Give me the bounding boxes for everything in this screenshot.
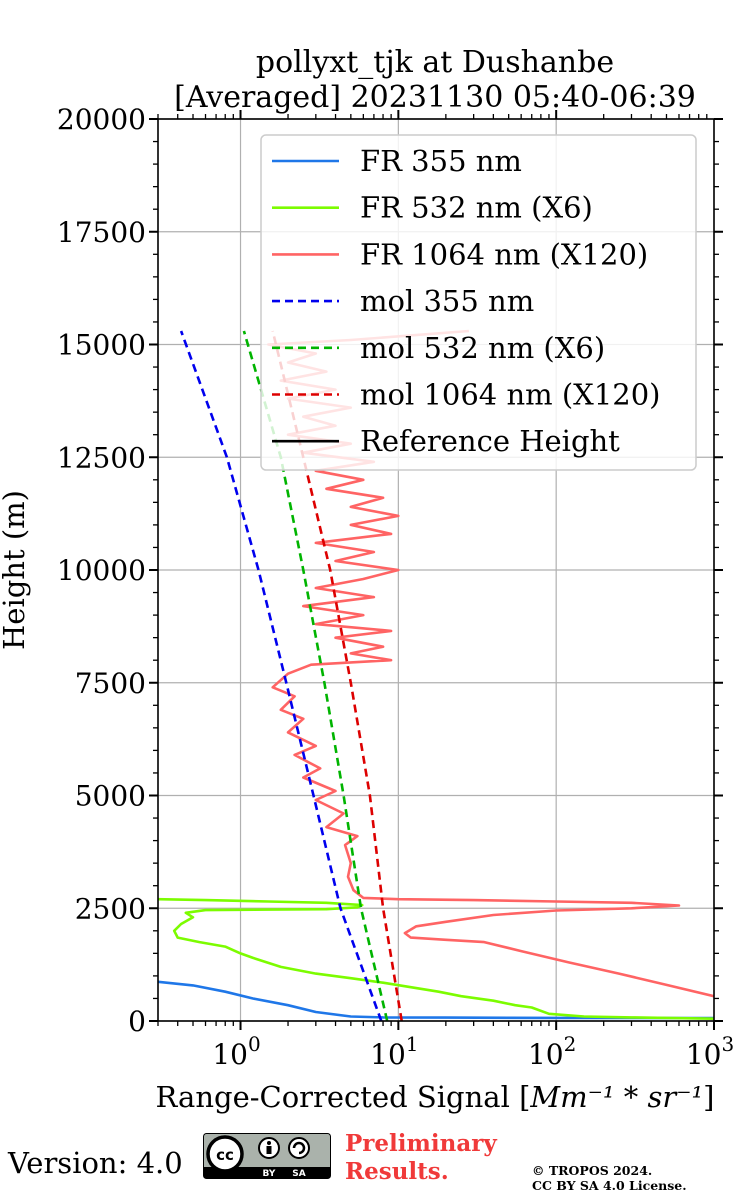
copyright-line-1: © TROPOS 2024. <box>532 1163 653 1178</box>
legend-entry-label: mol 355 nm <box>360 284 534 318</box>
copyright-notice: © TROPOS 2024. CC BY SA 4.0 License. <box>532 1163 687 1193</box>
cc-icon <box>206 1135 244 1173</box>
version-label: Version: 4.0 <box>8 1146 183 1180</box>
y-tick-label: 20000 <box>57 103 146 136</box>
y-tick-label: 15000 <box>57 329 146 362</box>
sa-icon <box>288 1137 310 1159</box>
axes: 0 2500 5000 7500 10000 12500 15000 17500 20000 10… <box>57 103 734 1071</box>
y-tick-label: 10000 <box>57 554 146 587</box>
preliminary-line-1: Preliminary <box>345 1130 497 1157</box>
x-axis-label-unit: Mm⁻¹ * sr⁻¹ <box>529 1080 703 1114</box>
x-tick-label: 103 <box>686 1032 734 1071</box>
chart-title-line-2: [Averaged] 20231130 05:40-06:39 <box>174 80 696 115</box>
x-tick-label: 102 <box>528 1032 576 1071</box>
copyright-line-2: CC BY SA 4.0 License. <box>532 1178 687 1193</box>
cc-icon-text: cc <box>216 1146 234 1164</box>
x-axis-label-close: ] <box>703 1080 714 1114</box>
legend: FR 355 nm FR 532 nm (X6) FR 1064 nm (X120)… <box>260 134 697 471</box>
y-axis-label: Height (m) <box>0 490 31 650</box>
by-label: BY <box>263 1169 276 1179</box>
x-tick-label: 100 <box>212 1032 260 1071</box>
legend-box <box>260 134 697 471</box>
preliminary-line-2: Results. <box>345 1158 449 1185</box>
x-axis-label: Range-Corrected Signal [Mm⁻¹ * sr⁻¹] <box>156 1080 715 1114</box>
legend-entry-label: FR 1064 nm (X120) <box>360 237 648 271</box>
cc-license-badge: cc BY SA <box>203 1133 331 1179</box>
chart-title-line-1: pollyxt_tjk at Dushanbe <box>256 45 614 80</box>
y-tick-label: 12500 <box>57 441 146 474</box>
series-line-fr-355-nm <box>158 980 714 1020</box>
y-tick-label: 5000 <box>75 780 146 813</box>
legend-entry-label: FR 355 nm <box>360 144 522 178</box>
y-tick-label: 2500 <box>75 892 146 925</box>
series-line-fr-532-nm-x6 <box>158 897 714 1020</box>
preliminary-notice: Preliminary Results. <box>345 1130 497 1186</box>
series-line-mol-355-nm <box>179 330 383 1021</box>
y-tick-label: 0 <box>128 1005 146 1038</box>
x-tick-label: 101 <box>370 1032 418 1071</box>
legend-entry-label: mol 1064 nm (X120) <box>360 378 661 412</box>
legend-entry-label: FR 532 nm (X6) <box>360 191 593 225</box>
y-tick-label: 7500 <box>75 667 146 700</box>
sa-label: SA <box>292 1169 305 1179</box>
legend-entry-label: mol 532 nm (X6) <box>360 331 605 365</box>
x-axis-label-text: Range-Corrected Signal [ <box>156 1080 531 1114</box>
y-tick-label: 17500 <box>57 216 146 249</box>
legend-entry-label: Reference Height <box>360 424 620 458</box>
